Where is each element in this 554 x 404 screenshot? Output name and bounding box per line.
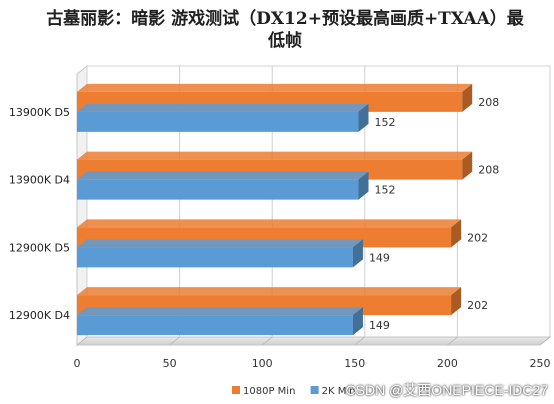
bar-front-face (77, 179, 359, 200)
floor-gridline (539, 336, 551, 346)
floor-gridline (447, 336, 458, 346)
data-label: 152 (375, 184, 396, 197)
data-label: 149 (369, 319, 390, 332)
bar-end-face (451, 219, 462, 248)
bar-top-face (77, 151, 473, 160)
x-tick-label: 50 (163, 357, 177, 370)
watermark: CSDN @艾西ONEPIECE-IDC27 (345, 382, 548, 398)
bar-top-face (77, 239, 363, 248)
data-label: 208 (478, 96, 499, 109)
bar-top-face (77, 171, 369, 180)
x-tick-label: 250 (530, 357, 551, 370)
data-label: 202 (467, 231, 488, 244)
bar-end-face (352, 239, 363, 268)
floor-gridline (76, 336, 88, 346)
bar (77, 239, 363, 268)
chart-title: 古墓丽影：暗影 游戏测试（DX12+预设最高画质+TXAA）最低帧 (46, 9, 524, 51)
bar-front-face (77, 247, 353, 268)
y-category-label: 13900K D5 (9, 106, 70, 119)
legend-swatch (232, 386, 240, 394)
floor-gridline (354, 336, 366, 346)
bar-top-face (77, 103, 369, 112)
legend-label: 1080P Min (243, 386, 295, 397)
bar-top-face (77, 219, 462, 228)
bar (77, 103, 369, 132)
bar-front-face (77, 111, 359, 132)
bar-end-face (358, 171, 369, 200)
bar-end-face (352, 307, 363, 336)
bar-top-face (77, 307, 363, 316)
y-category-label: 13900K D4 (9, 174, 70, 187)
bar-end-face (462, 151, 473, 180)
y-category-label: 12900K D4 (9, 309, 70, 322)
data-label: 202 (467, 299, 488, 312)
floor-gridline (169, 336, 180, 346)
bar-top-face (77, 287, 462, 296)
x-tick-label: 100 (252, 357, 273, 370)
bar-top-face (77, 83, 473, 92)
bar-end-face (451, 287, 462, 316)
bar-end-face (462, 83, 473, 112)
data-label: 208 (478, 164, 499, 177)
bar-end-face (358, 103, 369, 132)
x-tick-label: 0 (74, 357, 81, 370)
data-label: 152 (375, 116, 396, 129)
y-category-label: 12900K D5 (9, 241, 70, 254)
data-label: 149 (369, 251, 390, 264)
legend-label: 2K Min (322, 386, 356, 397)
bar-front-face (77, 315, 353, 336)
x-tick-label: 150 (344, 357, 365, 370)
chart-floor (75, 336, 552, 346)
bar (77, 171, 369, 200)
x-tick-label: 200 (437, 357, 458, 370)
bar (77, 307, 363, 336)
legend-swatch (310, 386, 319, 394)
floor-gridline (261, 336, 273, 346)
